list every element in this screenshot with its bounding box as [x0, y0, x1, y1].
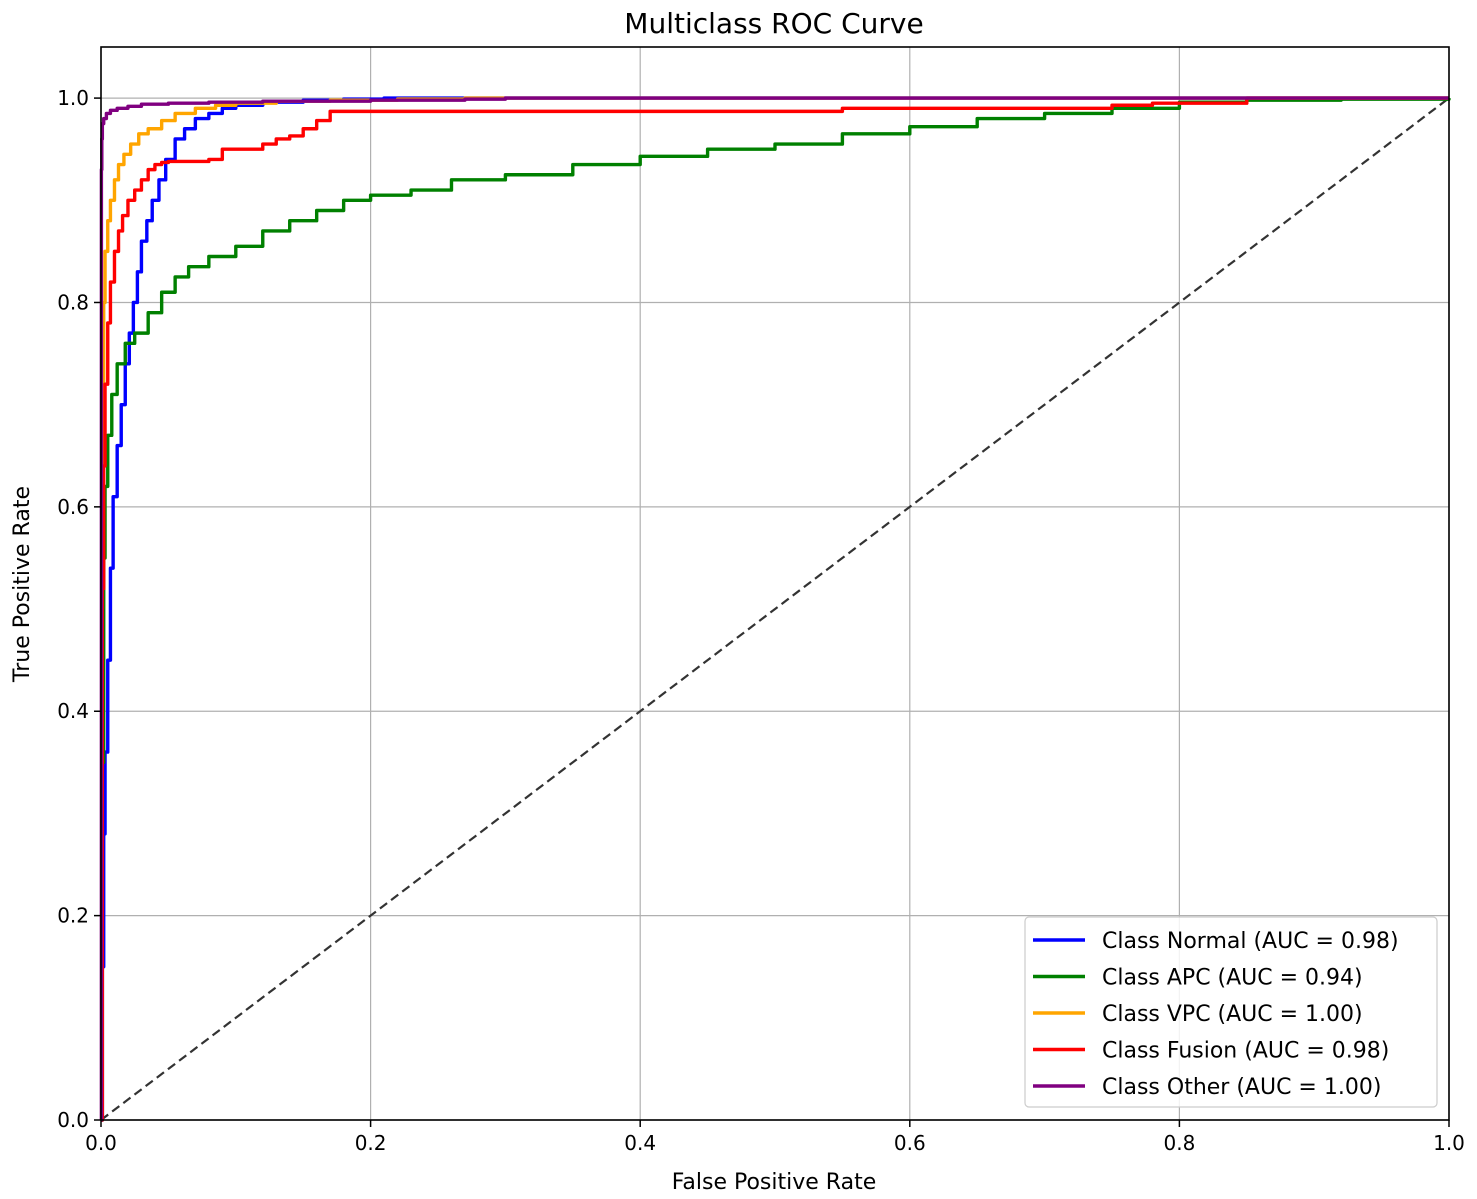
y-tick-label: 0.0	[57, 1108, 89, 1132]
y-tick-label: 0.6	[57, 495, 89, 519]
x-axis-label: False Positive Rate	[672, 1170, 876, 1195]
y-tick-label: 0.4	[57, 699, 89, 723]
grid-lines	[100, 47, 1450, 1121]
y-axis-label: True Positive Rate	[10, 486, 35, 683]
reference-diagonal-line	[100, 97, 1450, 1121]
x-tick-label: 0.4	[624, 1131, 656, 1155]
reference-diagonal	[100, 97, 1450, 1121]
legend-entry-label: Class Other (AUC = 1.00)	[1102, 1075, 1381, 1100]
x-tick-label: 0.2	[355, 1131, 387, 1155]
roc-curves	[99, 96, 1451, 1122]
roc-curve-3	[100, 96, 1449, 1122]
x-tick-label: 0.8	[1163, 1131, 1195, 1155]
y-tick-label: 0.8	[57, 290, 89, 314]
x-tick-label: 0.0	[85, 1131, 117, 1155]
legend-box	[1024, 916, 1438, 1108]
plot-frame	[100, 46, 1450, 1121]
y-tick-label: 1.0	[57, 86, 89, 110]
legend-entry-label: Class Normal (AUC = 0.98)	[1102, 929, 1399, 954]
chart-title: Multiclass ROC Curve	[624, 7, 923, 40]
axis-ticks: 0.0 0.2 0.4 0.6 0.8 1.0 0.0 0.2 0.4 0.6 0.8 1.0	[57, 86, 1465, 1155]
roc-curve-4	[99, 96, 1449, 1122]
legend-entry-label: Class APC (AUC = 0.94)	[1102, 966, 1363, 991]
y-tick-label: 0.2	[57, 904, 89, 928]
x-tick-label: 1.0	[1433, 1131, 1465, 1155]
roc-curve-1	[100, 97, 1451, 1122]
legend-entry-label: Class Fusion (AUC = 0.98)	[1102, 1039, 1389, 1064]
legend: Class Normal (AUC = 0.98) Class APC (AUC …	[1024, 916, 1438, 1108]
x-tick-label: 0.6	[894, 1131, 926, 1155]
legend-entry-label: Class VPC (AUC = 1.00)	[1102, 1002, 1363, 1027]
